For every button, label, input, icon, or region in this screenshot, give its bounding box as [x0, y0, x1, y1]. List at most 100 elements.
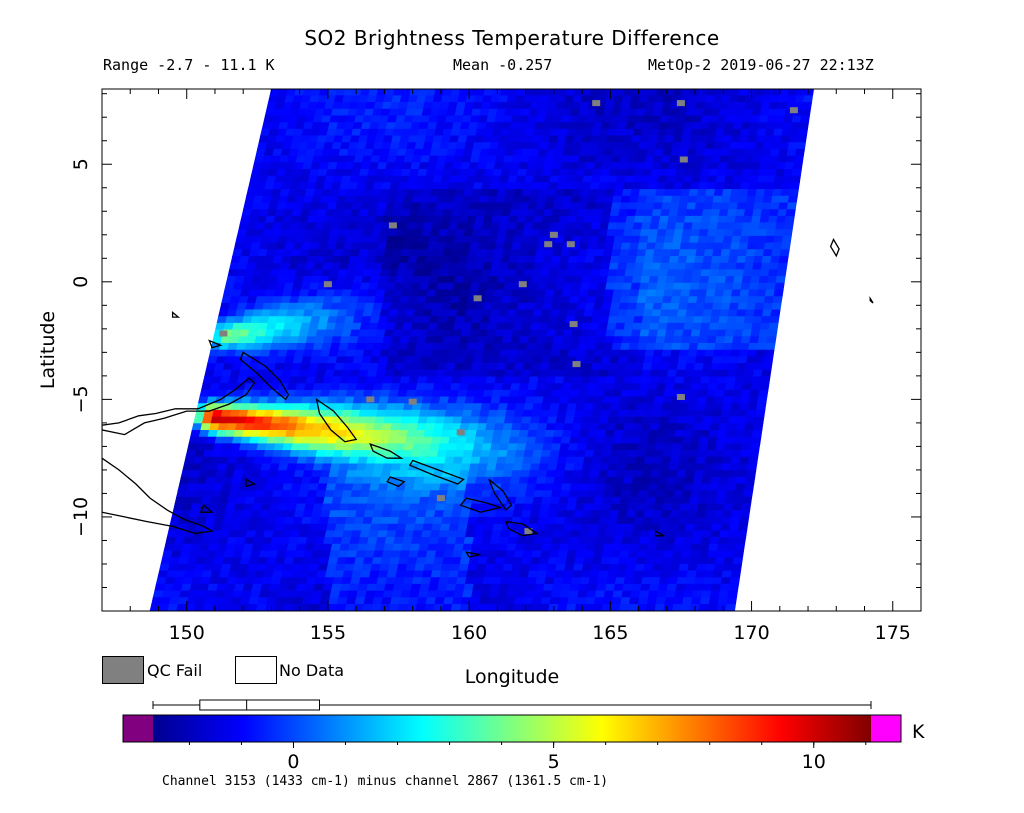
heatmap-cell	[484, 383, 495, 391]
heatmap-cell	[559, 349, 570, 358]
heatmap-cell	[526, 577, 538, 585]
heatmap-cell	[492, 476, 504, 485]
heatmap-cell	[697, 557, 708, 565]
heatmap-cell	[542, 122, 554, 130]
heatmap-cell	[342, 530, 353, 538]
heatmap-cell	[490, 222, 501, 230]
heatmap-cell	[591, 510, 602, 518]
heatmap-cell	[519, 376, 531, 384]
heatmap-cell	[499, 349, 510, 358]
heatmap-cell	[686, 409, 697, 418]
heatmap-cell	[566, 215, 578, 224]
heatmap-cell	[703, 356, 714, 364]
heatmap-cell	[589, 516, 601, 525]
heatmap-cell	[654, 443, 666, 451]
heatmap-cell	[469, 369, 481, 378]
heatmap-cell	[465, 262, 476, 271]
heatmap-cell	[713, 296, 724, 304]
heatmap-cell	[417, 416, 429, 424]
heatmap-cell	[758, 276, 769, 284]
heatmap-cell	[428, 537, 440, 545]
heatmap-cell	[678, 510, 690, 518]
heatmap-cell	[661, 456, 672, 465]
heatmap-cell	[546, 102, 557, 110]
heatmap-cell	[638, 142, 649, 150]
heatmap-cell	[709, 369, 721, 378]
heatmap-cell	[495, 416, 506, 424]
heatmap-cell	[305, 456, 317, 465]
heatmap-cell	[761, 255, 772, 264]
heatmap-cell	[608, 563, 619, 572]
heatmap-cell	[286, 423, 298, 431]
heatmap-cell	[756, 342, 767, 351]
heatmap-cell	[509, 296, 521, 304]
heatmap-cell	[713, 242, 724, 250]
heatmap-cell	[693, 108, 704, 117]
heatmap-cell	[463, 583, 475, 592]
heatmap-cell	[393, 282, 405, 291]
heatmap-cell	[718, 209, 729, 217]
heatmap-cell	[617, 169, 628, 177]
heatmap-cell	[336, 349, 348, 358]
heatmap-cell	[496, 189, 507, 197]
heatmap-cell	[803, 95, 814, 103]
heatmap-cell	[460, 416, 472, 424]
heatmap-cell	[554, 570, 565, 578]
heatmap-cell	[278, 342, 290, 351]
heatmap-cell	[649, 222, 660, 230]
heatmap-cell	[242, 543, 254, 552]
heatmap-cell	[736, 416, 748, 424]
heatmap-cell	[552, 530, 564, 538]
heatmap-cell	[676, 470, 687, 478]
heatmap-cell	[506, 543, 517, 552]
heatmap-cell	[483, 523, 495, 532]
heatmap-cell	[705, 450, 716, 458]
heatmap-cell	[512, 195, 523, 204]
heatmap-cell	[517, 209, 529, 217]
heatmap-cell	[605, 142, 616, 150]
heatmap-cell	[557, 550, 569, 558]
heatmap-cell	[354, 349, 365, 358]
heatmap-cell	[679, 242, 690, 250]
heatmap-cell	[490, 349, 502, 358]
heatmap-cell	[610, 550, 622, 558]
heatmap-cell	[445, 496, 456, 505]
heatmap-cell	[647, 537, 659, 545]
heatmap-cell	[632, 423, 643, 431]
heatmap-cell	[587, 583, 598, 592]
heatmap-cell	[687, 195, 698, 204]
heatmap-cell	[352, 396, 364, 404]
heatmap-cell	[787, 89, 798, 96]
heatmap-cell	[645, 195, 656, 204]
heatmap-cell	[627, 503, 638, 511]
heatmap-cell	[659, 416, 670, 424]
heatmap-cell	[522, 550, 534, 558]
heatmap-cell	[598, 516, 610, 525]
heatmap-cell	[551, 436, 563, 445]
heatmap-cell	[690, 175, 701, 183]
heatmap-cell	[748, 396, 759, 404]
heatmap-cell	[750, 436, 762, 445]
heatmap-cell	[740, 282, 751, 291]
heatmap-cell	[508, 128, 519, 137]
heatmap-cell	[601, 162, 612, 170]
heatmap-cell	[506, 269, 517, 277]
heatmap-cell	[557, 503, 568, 511]
heatmap-cell	[577, 389, 589, 398]
heatmap-cell	[707, 550, 718, 558]
heatmap-cell	[698, 182, 709, 190]
heatmap-cell	[304, 503, 315, 511]
heatmap-cell	[617, 262, 628, 271]
heatmap-cell	[582, 269, 593, 277]
heatmap-cell	[351, 443, 363, 451]
heatmap-cell	[695, 456, 707, 465]
heatmap-cell	[488, 229, 500, 237]
heatmap-cell	[553, 195, 565, 204]
heatmap-cell	[488, 276, 499, 284]
heatmap-cell	[280, 530, 292, 538]
heatmap-cell	[416, 336, 428, 344]
heatmap-cell	[515, 175, 527, 183]
heatmap-cell	[794, 148, 805, 157]
heatmap-cell	[453, 235, 465, 244]
heatmap-cell	[491, 255, 503, 264]
